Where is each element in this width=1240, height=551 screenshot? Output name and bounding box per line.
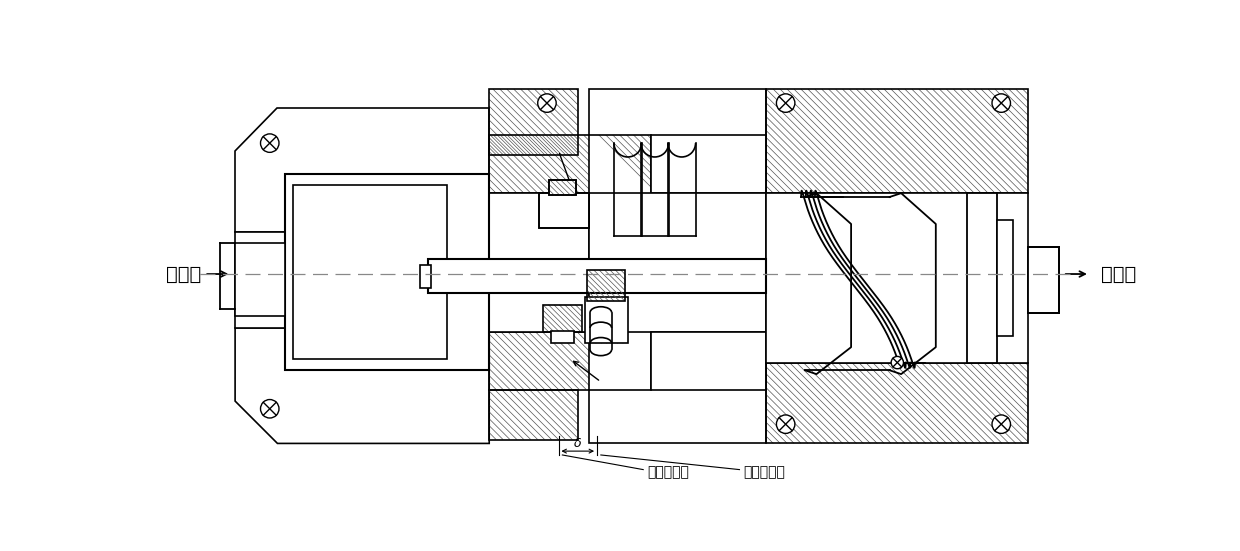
Bar <box>585 297 627 343</box>
Bar <box>651 136 766 193</box>
Bar <box>293 186 446 359</box>
Text: 进水端: 进水端 <box>166 264 201 284</box>
Circle shape <box>260 134 279 153</box>
Circle shape <box>776 94 795 112</box>
Bar <box>236 231 490 328</box>
Polygon shape <box>236 328 490 444</box>
Bar <box>428 258 766 293</box>
Bar <box>539 193 589 228</box>
Bar <box>551 331 574 343</box>
Bar <box>587 270 625 301</box>
Bar <box>549 180 577 196</box>
Bar <box>766 363 1028 444</box>
Text: 基础流量口: 基础流量口 <box>743 466 785 480</box>
Circle shape <box>260 399 279 418</box>
Bar <box>420 265 432 288</box>
Bar <box>997 220 1013 336</box>
Bar <box>490 193 589 332</box>
Circle shape <box>892 356 904 369</box>
Bar <box>490 390 578 440</box>
Bar <box>543 305 582 332</box>
Bar <box>1028 247 1059 312</box>
Circle shape <box>538 94 557 112</box>
Circle shape <box>992 415 1011 434</box>
Bar <box>766 89 1028 193</box>
Bar <box>589 193 766 332</box>
Bar <box>585 297 627 343</box>
Circle shape <box>776 415 795 434</box>
Text: 旁通流量口: 旁通流量口 <box>647 466 689 480</box>
Bar <box>490 332 589 390</box>
Bar <box>236 243 285 316</box>
Bar <box>490 89 578 155</box>
Circle shape <box>992 94 1011 112</box>
Bar <box>766 193 1028 363</box>
Text: 出水端: 出水端 <box>1101 264 1137 284</box>
Bar <box>285 174 490 370</box>
Bar <box>490 136 589 193</box>
Text: δ: δ <box>574 437 582 450</box>
Polygon shape <box>589 332 766 444</box>
Bar <box>967 193 997 363</box>
Bar <box>651 332 766 390</box>
Bar <box>539 193 589 228</box>
Polygon shape <box>589 89 766 193</box>
Polygon shape <box>236 109 490 231</box>
Bar <box>549 180 577 196</box>
